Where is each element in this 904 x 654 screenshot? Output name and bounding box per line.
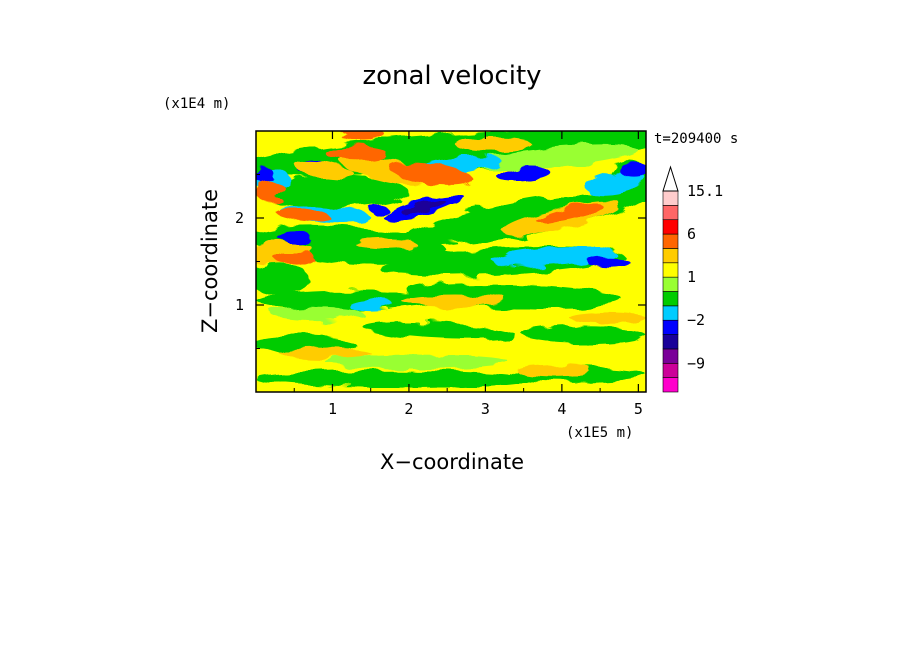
velocity-contour-region bbox=[585, 171, 646, 195]
colorbar-segment bbox=[662, 205, 679, 221]
colorbar-segment bbox=[662, 377, 679, 393]
y-scale-label: (x1E4 m) bbox=[163, 96, 230, 112]
chart-title: zonal velocity bbox=[362, 61, 541, 91]
velocity-contour-region bbox=[256, 370, 532, 388]
velocity-contour-region bbox=[340, 131, 386, 141]
velocity-contour-region bbox=[586, 256, 630, 267]
y-tick-label: 1 bbox=[235, 296, 244, 314]
velocity-contour-region bbox=[271, 306, 364, 321]
x-tick-label: 5 bbox=[634, 400, 643, 418]
velocity-contour-region bbox=[256, 165, 273, 184]
velocity-contour-region bbox=[275, 207, 329, 220]
velocity-contour-region bbox=[401, 200, 447, 216]
colorbar-label: −9 bbox=[687, 354, 705, 372]
velocity-contour-region bbox=[324, 145, 387, 160]
velocity-contour-region bbox=[355, 238, 417, 250]
velocity-contour-region bbox=[256, 290, 440, 312]
velocity-contour-region bbox=[294, 160, 355, 180]
time-label: t=209400 s bbox=[654, 131, 738, 147]
colorbar-segment bbox=[662, 262, 679, 278]
colorbar-segment bbox=[662, 248, 679, 264]
colorbar-segment bbox=[662, 219, 679, 235]
colorbar-label: 6 bbox=[687, 225, 696, 243]
y-tick-label: 2 bbox=[235, 209, 244, 227]
colorbar-segment bbox=[662, 190, 679, 206]
colorbar-segment bbox=[662, 319, 679, 335]
velocity-contour-region bbox=[278, 347, 371, 359]
x-axis: 1 2 3 4 5 bbox=[293, 131, 643, 418]
colorbar-extend-arrow bbox=[662, 165, 679, 192]
colorbar-segment bbox=[662, 362, 679, 378]
colorbar-segment bbox=[662, 276, 679, 292]
colorbar-label: 15.1 bbox=[687, 182, 723, 200]
colorbar-segment bbox=[662, 348, 679, 364]
velocity-contour-region bbox=[256, 263, 310, 295]
velocity-contour-region bbox=[275, 250, 314, 264]
velocity-field bbox=[256, 131, 646, 392]
colorbar: 15.1 6 1 −2 −9 bbox=[662, 165, 723, 393]
x-tick-label: 2 bbox=[404, 400, 413, 418]
colorbar-label: 1 bbox=[687, 268, 696, 286]
velocity-contour-region bbox=[324, 354, 509, 369]
x-scale-label: (x1E5 m) bbox=[566, 425, 633, 441]
x-tick-label: 4 bbox=[557, 400, 566, 418]
velocity-contour-region bbox=[256, 176, 409, 208]
colorbar-label: −2 bbox=[687, 311, 705, 329]
velocity-contour-region bbox=[363, 321, 516, 341]
velocity-contour-region bbox=[569, 312, 646, 324]
velocity-contour-region bbox=[470, 144, 639, 170]
velocity-contour-region bbox=[454, 137, 532, 151]
velocity-contour-region bbox=[369, 204, 388, 214]
velocity-contour-region bbox=[347, 298, 394, 312]
velocity-contour-region bbox=[619, 163, 646, 178]
colorbar-segment bbox=[662, 233, 679, 249]
velocity-contour-region bbox=[256, 181, 287, 203]
velocity-contour-region bbox=[516, 364, 593, 377]
velocity-contour-region bbox=[493, 247, 616, 267]
velocity-contour-region bbox=[401, 294, 509, 307]
colorbar-segment bbox=[662, 334, 679, 350]
velocity-contour-region bbox=[496, 168, 551, 181]
x-tick-label: 3 bbox=[481, 400, 490, 418]
colorbar-segment bbox=[662, 291, 679, 307]
y-axis: 12 bbox=[235, 174, 646, 349]
velocity-contour-region bbox=[390, 162, 474, 187]
colorbar-segment bbox=[662, 305, 679, 321]
x-tick-label: 1 bbox=[328, 400, 337, 418]
velocity-contour-region bbox=[535, 204, 604, 223]
velocity-contour-region bbox=[523, 326, 646, 345]
velocity-contour-region bbox=[277, 231, 312, 243]
y-axis-label: Z−coordinate bbox=[198, 189, 222, 333]
x-axis-label: X−coordinate bbox=[380, 450, 524, 474]
